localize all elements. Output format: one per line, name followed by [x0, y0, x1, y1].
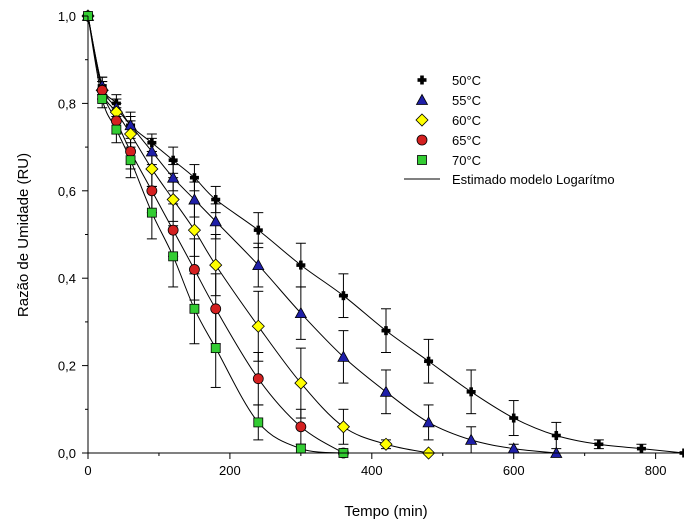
point-50c [552, 431, 561, 440]
point-70c [254, 418, 263, 427]
point-50c [254, 226, 263, 235]
point-65c [147, 186, 157, 196]
x-tick-label: 0 [84, 463, 91, 478]
cross-bar-v [299, 261, 303, 270]
legend-label: 55°C [452, 93, 481, 108]
cross-bar-v [256, 226, 260, 235]
point-65c [189, 264, 199, 274]
point-70c [190, 304, 199, 313]
cross-bar-v [193, 173, 197, 182]
cross-bar-v [384, 326, 388, 335]
cross-bar-v [427, 357, 431, 366]
point-70c [126, 156, 135, 165]
cross-bar-v [420, 76, 424, 85]
point-60c [210, 259, 222, 271]
point-70c [418, 156, 427, 165]
point-65c [168, 225, 178, 235]
legend-item: 55°C [417, 93, 482, 108]
cross-bar-v [214, 195, 218, 204]
y-tick-label: 0,8 [58, 96, 76, 111]
point-70c [169, 252, 178, 261]
point-50c [637, 444, 646, 453]
point-50c [339, 291, 348, 300]
x-axis-label: Tempo (min) [344, 503, 427, 520]
point-55c [381, 386, 392, 396]
cross-bar-v [171, 156, 175, 165]
legend-label: 65°C [452, 133, 481, 148]
y-tick-label: 1,0 [58, 9, 76, 24]
point-65c [296, 422, 306, 432]
legend-item: 70°C [418, 153, 482, 168]
point-50c [509, 414, 518, 423]
point-65c [126, 146, 136, 156]
legend-fit-label: Estimado modelo Logarítmo [452, 172, 615, 187]
x-tick-label: 400 [361, 463, 383, 478]
y-ticks: 0,0 0,2 0,4 0,6 0,8 1,0 [58, 9, 88, 461]
point-65c [253, 374, 263, 384]
x-tick-label: 800 [645, 463, 667, 478]
point-50c [296, 261, 305, 270]
point-70c [112, 125, 121, 134]
point-65c [417, 135, 427, 145]
legend-label: 50°C [452, 73, 481, 88]
y-tick-label: 0,0 [58, 446, 76, 461]
legend-item: 65°C [417, 133, 481, 148]
point-70c [98, 95, 107, 104]
cross-bar-v [469, 387, 473, 396]
point-50c [467, 387, 476, 396]
point-60c [337, 421, 349, 433]
point-70c [147, 208, 156, 217]
legend-item: 60°C [416, 113, 481, 128]
point-70c [296, 444, 305, 453]
legend: 50°C 55°C 60°C 65°C 70°C Estimado modelo Loga… [404, 73, 615, 187]
x-ticks: 0 200 400 600 800 [84, 453, 666, 478]
point-65c [111, 116, 121, 126]
point-70c [211, 344, 220, 353]
point-50c [594, 440, 603, 449]
point-60c [416, 114, 428, 126]
point-50c [418, 76, 427, 85]
x-tick-label: 600 [503, 463, 525, 478]
y-tick-label: 0,4 [58, 271, 76, 286]
point-60c [252, 320, 264, 332]
legend-label: 70°C [452, 153, 481, 168]
fit-curve [88, 16, 556, 453]
point-55c [423, 417, 434, 427]
point-50c [424, 357, 433, 366]
point-55c [417, 95, 428, 105]
data-points [82, 10, 684, 459]
point-65c [211, 304, 221, 314]
legend-item-fit: Estimado modelo Logarítmo [404, 172, 615, 187]
y-tick-label: 0,2 [58, 359, 76, 374]
point-50c [382, 326, 391, 335]
point-60c [188, 224, 200, 236]
y-tick-label: 0,6 [58, 184, 76, 199]
legend-label: 60°C [452, 113, 481, 128]
legend-item: 50°C [418, 73, 482, 88]
cross-bar-v [597, 440, 601, 449]
cross-bar-v [554, 431, 558, 440]
point-65c [97, 85, 107, 95]
cross-bar-v [512, 414, 516, 423]
point-55c [466, 434, 477, 444]
cross-bar-v [342, 291, 346, 300]
cross-bar-v [640, 444, 644, 453]
error-bars [97, 77, 646, 453]
y-axis-label: Razão de Umidade (RU) [15, 153, 32, 317]
x-tick-label: 200 [219, 463, 241, 478]
